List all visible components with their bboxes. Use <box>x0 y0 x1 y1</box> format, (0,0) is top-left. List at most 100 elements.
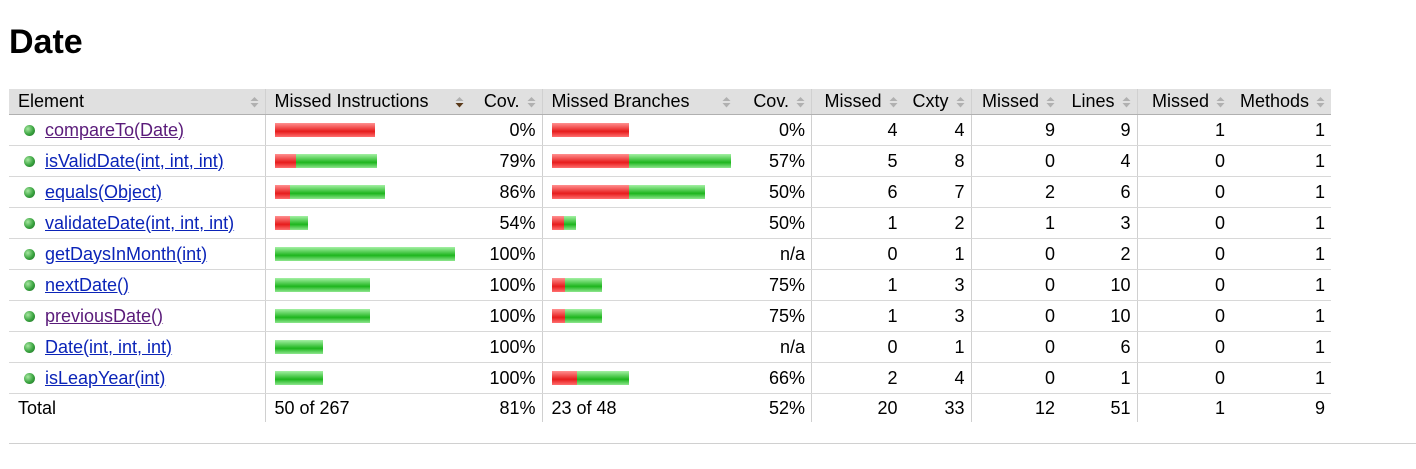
method-link[interactable]: Date(int, int, int) <box>45 336 173 357</box>
header-label: Missed <box>1151 91 1209 111</box>
missed-branches-bar <box>541 114 737 146</box>
method-icon <box>24 248 35 260</box>
total-label: Total <box>18 397 57 418</box>
covered-bar <box>274 340 323 354</box>
method-link[interactable]: equals(Object) <box>45 181 163 202</box>
method-link[interactable]: isLeapYear(int) <box>45 367 166 388</box>
methods: 1 <box>1231 114 1332 146</box>
method-link[interactable]: previousDate() <box>45 305 164 326</box>
sort-both-icon <box>889 95 898 109</box>
lines: 9 <box>1061 114 1137 146</box>
branches-coverage: 57% <box>736 145 812 177</box>
missed-branches-bar <box>541 207 737 239</box>
complexity: 1 <box>903 238 971 270</box>
missed-methods: 0 <box>1136 207 1231 239</box>
missed-instructions-bar <box>264 114 470 146</box>
header-label: Cov. <box>483 91 520 111</box>
instructions-coverage: 100% <box>470 300 542 332</box>
total-missed-instructions: 50 of 267 <box>264 393 470 422</box>
missed-lines: 1 <box>970 207 1061 239</box>
missed-complexity: 1 <box>811 300 904 332</box>
complexity: 7 <box>903 176 971 208</box>
page-title: Date <box>9 23 83 61</box>
missed-branches-bar <box>541 362 737 394</box>
sort-both-icon <box>796 95 805 109</box>
covered-bar <box>628 185 705 199</box>
lines: 6 <box>1061 176 1137 208</box>
methods: 1 <box>1231 300 1332 332</box>
method-link[interactable]: validateDate(int, int, int) <box>45 212 235 233</box>
header-missed-lines[interactable]: Missed <box>970 89 1061 115</box>
header-label: Missed Instructions <box>274 91 429 111</box>
header-missed-complexity[interactable]: Missed <box>811 89 904 115</box>
missed-lines: 0 <box>970 145 1061 177</box>
lines: 6 <box>1061 331 1137 363</box>
element-cell: compareTo(Date) <box>9 114 265 146</box>
method-icon <box>24 279 35 291</box>
sort-both-icon <box>250 95 259 109</box>
missed-complexity: 0 <box>811 331 904 363</box>
covered-bar <box>576 371 629 385</box>
instructions-coverage: 100% <box>470 238 542 270</box>
covered-bar <box>295 154 377 168</box>
table-body: compareTo(Date) 0% 0% 4 4 9 9 1 1 isValidDate(int… <box>9 114 1332 394</box>
element-cell: isValidDate(int, int, int) <box>9 145 265 177</box>
missed-complexity: 2 <box>811 362 904 394</box>
header-label: Methods <box>1240 91 1310 111</box>
missed-lines: 0 <box>970 331 1061 363</box>
header-branches-coverage[interactable]: Cov. <box>736 89 812 115</box>
method-link[interactable]: compareTo(Date) <box>45 119 185 140</box>
table-row: Date(int, int, int) 100% n/a 0 1 0 6 0 1 <box>9 331 1332 363</box>
method-icon <box>24 217 35 229</box>
element-cell: validateDate(int, int, int) <box>9 207 265 239</box>
header-instructions-coverage[interactable]: Cov. <box>470 89 542 115</box>
missed-bar <box>551 278 565 292</box>
branches-coverage: n/a <box>736 331 812 363</box>
method-link[interactable]: nextDate() <box>45 274 130 295</box>
header-lines[interactable]: Lines <box>1061 89 1137 115</box>
instructions-coverage: 54% <box>470 207 542 239</box>
header-missed-branches[interactable]: Missed Branches <box>541 89 737 115</box>
header-label: Missed <box>981 91 1039 111</box>
covered-bar <box>628 154 731 168</box>
method-link[interactable]: isValidDate(int, int, int) <box>45 150 224 171</box>
missed-lines: 2 <box>970 176 1061 208</box>
element-cell: Date(int, int, int) <box>9 331 265 363</box>
missed-bar <box>274 154 296 168</box>
missed-complexity: 0 <box>811 238 904 270</box>
instructions-coverage: 100% <box>470 331 542 363</box>
method-link[interactable]: getDaysInMonth(int) <box>45 243 208 264</box>
element-cell: isLeapYear(int) <box>9 362 265 394</box>
instructions-coverage: 100% <box>470 269 542 301</box>
total-complexity: 33 <box>944 397 965 418</box>
missed-instructions-bar <box>264 145 470 177</box>
method-icon <box>24 372 35 384</box>
header-missed-instructions[interactable]: Missed Instructions <box>264 89 470 115</box>
branches-coverage: 75% <box>736 269 812 301</box>
header-label: Missed Branches <box>551 91 690 111</box>
missed-lines: 0 <box>970 269 1061 301</box>
header-element[interactable]: Element <box>9 89 265 115</box>
lines: 3 <box>1061 207 1137 239</box>
header-missed-methods[interactable]: Missed <box>1136 89 1231 115</box>
missed-methods: 0 <box>1136 300 1231 332</box>
covered-bar <box>564 309 602 323</box>
missed-bar <box>551 123 629 137</box>
table-row: nextDate() 100% 75% 1 3 0 10 0 1 <box>9 269 1332 301</box>
missed-bar <box>551 371 577 385</box>
table-header-row: Element Missed Instructions Cov. Missed Bra… <box>9 89 1332 115</box>
covered-bar <box>289 185 385 199</box>
complexity: 4 <box>903 114 971 146</box>
missed-instructions-bar <box>264 362 470 394</box>
missed-bar <box>274 185 290 199</box>
table-row: compareTo(Date) 0% 0% 4 4 9 9 1 1 <box>9 114 1332 146</box>
instructions-coverage: 0% <box>470 114 542 146</box>
header-complexity[interactable]: Cxty <box>903 89 971 115</box>
instructions-coverage: 100% <box>470 362 542 394</box>
method-icon <box>24 155 35 167</box>
missed-lines: 0 <box>970 362 1061 394</box>
header-methods[interactable]: Methods <box>1231 89 1332 115</box>
total-missed-branches: 23 of 48 <box>541 393 737 422</box>
method-icon <box>24 186 35 198</box>
sort-both-icon <box>527 95 536 109</box>
